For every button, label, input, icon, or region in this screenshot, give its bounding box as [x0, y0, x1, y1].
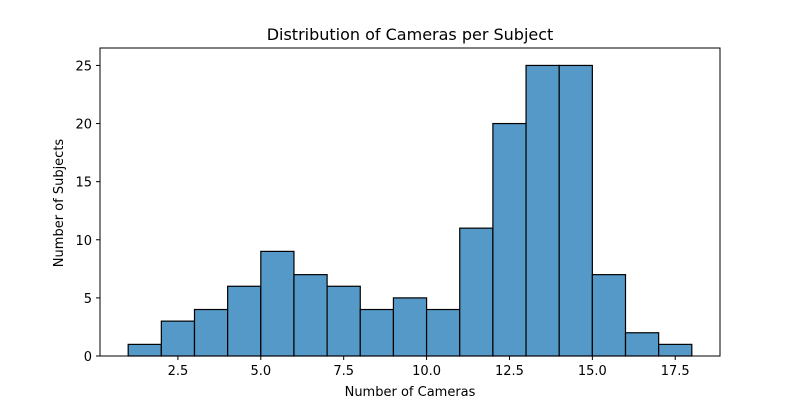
plot-frame	[99, 47, 721, 357]
chart-title: Distribution of Cameras per Subject	[267, 25, 554, 44]
x-tick-label: 10.0	[412, 364, 441, 379]
histogram-bar	[160, 320, 196, 357]
y-tick-label: 25	[75, 59, 92, 74]
histogram-bar	[293, 274, 328, 357]
histogram-bar	[492, 122, 527, 357]
histogram-bar	[658, 343, 693, 357]
histogram-bar	[260, 250, 295, 357]
histogram-bar	[392, 297, 428, 357]
histogram-bar	[459, 227, 494, 357]
x-tick-label: 17.5	[661, 364, 690, 379]
x-axis-ticks: 2.5 5.0 7.5 10.0 12.5 15.0 17.5	[168, 356, 690, 379]
histogram-bar	[193, 308, 229, 357]
histogram-bar	[227, 285, 262, 357]
y-tick-label: 10	[75, 234, 92, 249]
histogram-bar	[624, 332, 660, 357]
histogram-bar	[558, 64, 593, 357]
histogram-bar	[127, 343, 162, 357]
x-tick-label: 5.0	[250, 364, 271, 379]
x-tick-label: 12.5	[495, 364, 524, 379]
y-tick-label: 20	[75, 118, 92, 133]
y-tick-label: 15	[75, 176, 92, 191]
x-tick-label: 7.5	[333, 364, 354, 379]
histogram-bar	[326, 285, 361, 357]
x-axis-label: Number of Cameras	[345, 385, 476, 400]
bars-group	[127, 64, 693, 357]
x-tick-label: 15.0	[578, 364, 607, 379]
y-axis-ticks: 0 5 10 15 20 25	[75, 59, 100, 365]
histogram-bar	[359, 308, 395, 357]
x-tick-label: 2.5	[168, 364, 189, 379]
histogram-bar	[425, 308, 461, 357]
y-tick-label: 0	[84, 350, 92, 365]
y-tick-label: 5	[84, 292, 92, 307]
y-axis-label: Number of Subjects	[52, 139, 67, 268]
histogram-bar	[591, 274, 627, 357]
histogram-bar	[525, 64, 560, 357]
